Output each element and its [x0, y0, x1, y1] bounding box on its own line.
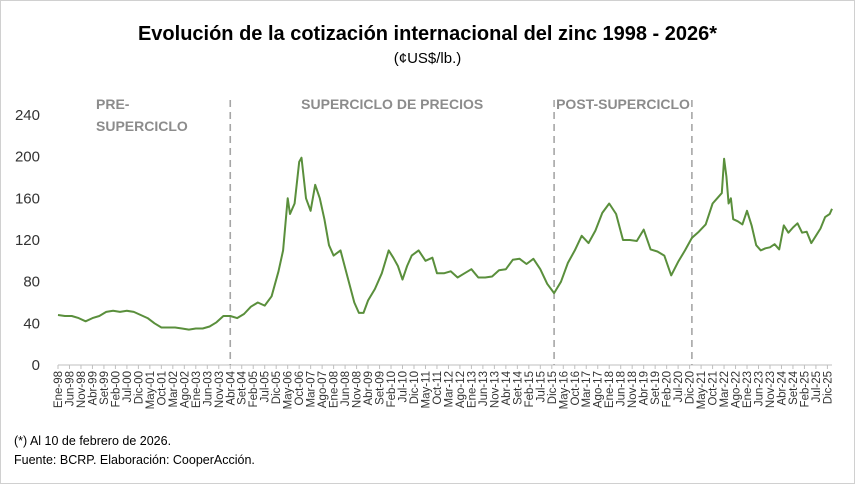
x-tick-label: Oct-11 [432, 371, 444, 405]
x-tick-label: Set-24 [788, 370, 800, 404]
x-tick-label: Nov-03 [214, 371, 226, 408]
x-tick-label: Jul-20 [673, 371, 685, 402]
x-tick-label: Feb-05 [248, 371, 260, 407]
x-tick-label: Nov-13 [489, 371, 501, 408]
x-tick-label: Set-19 [650, 371, 662, 405]
x-tick-label: Jul-10 [398, 371, 410, 402]
x-tick-label: May-21 [696, 371, 708, 409]
y-tick-label: 240 [15, 107, 40, 124]
period-label: POST-SUPERCICLO [556, 96, 690, 112]
source-note: Fuente: BCRP. Elaboración: CooperAcción. [14, 453, 255, 467]
x-tick-label: Abr-04 [225, 370, 237, 405]
x-tick-label: Ago-12 [455, 371, 467, 408]
y-axis: 0 40 80 120 160 200 240 [15, 107, 40, 374]
x-tick-label: Set-09 [375, 371, 387, 405]
chart-subtitle: (¢US$/lb.) [393, 50, 462, 67]
y-tick-label: 80 [23, 274, 40, 291]
x-tick-label: Nov-23 [765, 371, 777, 408]
x-tick-label: Jul-00 [122, 371, 134, 402]
series-line-zinc [57, 156, 833, 331]
x-tick-label: Ene-03 [191, 371, 203, 408]
x-tick-label: Feb-00 [110, 371, 122, 407]
x-tick-label: Mar-17 [581, 371, 593, 407]
x-tick-label: Abr-14 [501, 370, 513, 405]
x-tick-label: Feb-15 [524, 371, 536, 407]
period-dividers [229, 100, 693, 365]
x-tick-label: Mar-12 [443, 371, 455, 407]
period-label: SUPERCICLO [96, 118, 188, 134]
x-tick-label: Dic-20 [685, 371, 697, 404]
x-tick-label: Jun-03 [202, 371, 214, 406]
period-label: SUPERCICLO DE PRECIOS [301, 96, 483, 112]
x-tick-label: Dic-25 [822, 371, 834, 404]
x-tick-label: May-11 [420, 371, 432, 409]
x-tick-label: Abr-99 [87, 371, 99, 406]
x-tick-label: Jul-25 [811, 371, 823, 402]
x-tick-label: Jun-98 [64, 371, 76, 406]
x-tick-label: Ene-18 [604, 371, 616, 408]
x-tick-label: Jun-08 [340, 371, 352, 406]
x-tick-label: Nov-18 [627, 371, 639, 408]
x-tick-label: Oct-01 [156, 371, 168, 406]
x-tick-label: May-16 [558, 371, 570, 409]
x-tick-label: Mar-02 [168, 371, 180, 407]
y-tick-label: 120 [15, 232, 40, 249]
x-tick-label: Nov-08 [352, 371, 364, 408]
x-tick-label: Abr-24 [776, 370, 788, 405]
x-tick-label: Feb-20 [662, 371, 674, 407]
x-tick-label: Feb-10 [386, 371, 398, 407]
x-tick-label: Dic-00 [133, 371, 145, 404]
x-tick-label: Mar-07 [306, 371, 318, 407]
y-tick-label: 160 [15, 190, 40, 207]
x-tick-label: Dic-05 [271, 371, 283, 404]
x-tick-label: Ene-23 [742, 371, 754, 408]
x-tick-label: Jul-05 [260, 371, 272, 402]
x-tick-label: Oct-06 [294, 371, 306, 406]
x-tick-label: Mar-22 [719, 371, 731, 407]
x-tick-label: Set-04 [237, 370, 249, 404]
x-tick-label: Dic-15 [547, 371, 559, 404]
footnote: (*) Al 10 de febrero de 2026. [14, 434, 172, 448]
y-tick-label: 200 [15, 149, 40, 166]
x-tick-label: Abr-19 [639, 371, 651, 406]
chart-title: Evolución de la cotización internacional… [137, 23, 718, 45]
x-tick-label: Nov-98 [76, 371, 88, 408]
period-label: PRE- [96, 96, 130, 112]
series-group [57, 156, 833, 331]
x-tick-label: Ago-07 [317, 371, 329, 408]
x-tick-label: Ago-02 [179, 371, 191, 408]
y-tick-label: 40 [23, 315, 40, 332]
x-tick-label: Oct-21 [708, 371, 720, 406]
x-axis: Ene-98 Jun-98 Nov-98 Abr-99 Set-99 Feb-00 Jul-… [53, 364, 834, 409]
x-tick-label: Set-99 [99, 371, 111, 405]
x-tick-label: Jul-15 [535, 371, 547, 402]
x-tick-label: Jun-13 [478, 371, 490, 406]
x-tick-label: Dic-10 [409, 371, 421, 404]
x-tick-label: Jun-23 [754, 371, 766, 406]
period-labels: PRE- SUPERCICLO SUPERCICLO DE PRECIOS POST-… [96, 96, 690, 134]
x-tick-label: May-06 [283, 371, 295, 409]
x-tick-label: Ago-17 [593, 371, 605, 408]
x-tick-label: May-01 [145, 371, 157, 409]
x-tick-label: Abr-09 [363, 371, 375, 406]
x-tick-label: Jun-18 [616, 371, 628, 406]
x-tick-label: Ene-13 [466, 371, 478, 408]
y-tick-label: 0 [32, 357, 40, 374]
x-tick-label: Set-14 [512, 370, 524, 404]
x-tick-label: Ene-98 [53, 371, 65, 408]
x-tick-label: Ene-08 [329, 371, 341, 408]
x-tick-label: Oct-16 [570, 371, 582, 406]
x-tick-label: Feb-25 [799, 371, 811, 407]
x-tick-label: Ago-22 [731, 371, 743, 408]
